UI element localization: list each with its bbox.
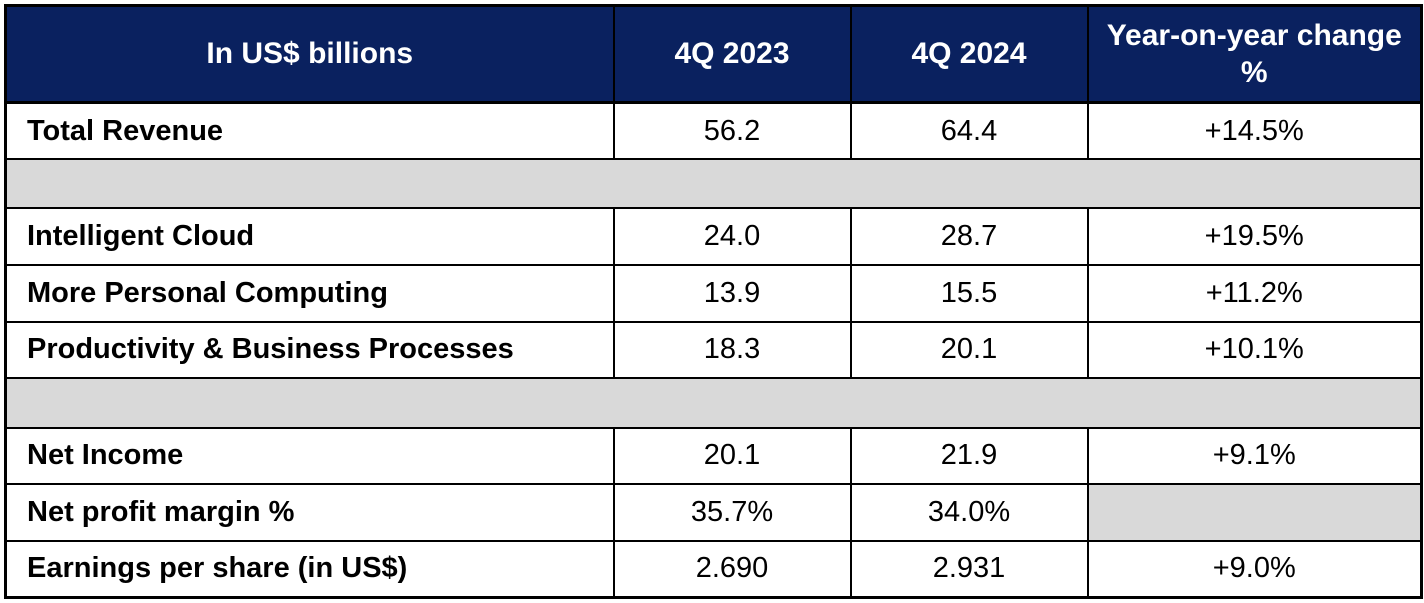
table-row-net-income: Net Income 20.1 21.9 +9.1% [4, 426, 1423, 486]
value-cell-4q2024: 2.931 [849, 539, 1089, 599]
spacer-row [4, 377, 1423, 429]
header-cell-4q2024: 4Q 2024 [849, 4, 1089, 104]
row-label: Total Revenue [4, 101, 615, 161]
table-row-net-profit-margin: Net profit margin % 35.7% 34.0% [4, 483, 1423, 542]
value-cell-4q2023: 35.7% [612, 483, 852, 542]
row-label: Net profit margin % [4, 483, 615, 542]
yoy-cell-blank [1086, 483, 1423, 542]
table-row-more-personal-computing: More Personal Computing 13.9 15.5 +11.2% [4, 264, 1423, 323]
row-label: Productivity & Business Processes [4, 320, 615, 380]
row-label: Net Income [4, 426, 615, 486]
value-cell-4q2023: 20.1 [612, 426, 852, 486]
table-row-intelligent-cloud: Intelligent Cloud 24.0 28.7 +19.5% [4, 207, 1423, 267]
value-cell-4q2024: 28.7 [849, 207, 1089, 267]
yoy-cell: +11.2% [1086, 264, 1423, 323]
yoy-cell: +10.1% [1086, 320, 1423, 380]
financial-results-table: In US$ billions 4Q 2023 4Q 2024 Year-on-… [4, 4, 1423, 599]
table-row-total-revenue: Total Revenue 56.2 64.4 +14.5% [4, 101, 1423, 161]
value-cell-4q2023: 56.2 [612, 101, 852, 161]
header-cell-4q2023: 4Q 2023 [612, 4, 852, 104]
row-label: Intelligent Cloud [4, 207, 615, 267]
yoy-cell: +14.5% [1086, 101, 1423, 161]
yoy-cell: +9.1% [1086, 426, 1423, 486]
spacer-band [4, 158, 1423, 210]
table-row-productivity-business-processes: Productivity & Business Processes 18.3 2… [4, 320, 1423, 380]
value-cell-4q2024: 21.9 [849, 426, 1089, 486]
spacer-row [4, 158, 1423, 210]
yoy-cell: +19.5% [1086, 207, 1423, 267]
value-cell-4q2024: 20.1 [849, 320, 1089, 380]
yoy-cell: +9.0% [1086, 539, 1423, 599]
value-cell-4q2023: 18.3 [612, 320, 852, 380]
spacer-band [4, 377, 1423, 429]
header-cell-unit: In US$ billions [4, 4, 615, 104]
value-cell-4q2023: 2.690 [612, 539, 852, 599]
value-cell-4q2023: 24.0 [612, 207, 852, 267]
row-label: Earnings per share (in US$) [4, 539, 615, 599]
table-row-earnings-per-share: Earnings per share (in US$) 2.690 2.931 … [4, 539, 1423, 599]
row-label: More Personal Computing [4, 264, 615, 323]
value-cell-4q2024: 34.0% [849, 483, 1089, 542]
table-header-row: In US$ billions 4Q 2023 4Q 2024 Year-on-… [4, 4, 1423, 104]
value-cell-4q2024: 15.5 [849, 264, 1089, 323]
value-cell-4q2024: 64.4 [849, 101, 1089, 161]
value-cell-4q2023: 13.9 [612, 264, 852, 323]
header-cell-yoy: Year-on-year change % [1086, 4, 1423, 104]
